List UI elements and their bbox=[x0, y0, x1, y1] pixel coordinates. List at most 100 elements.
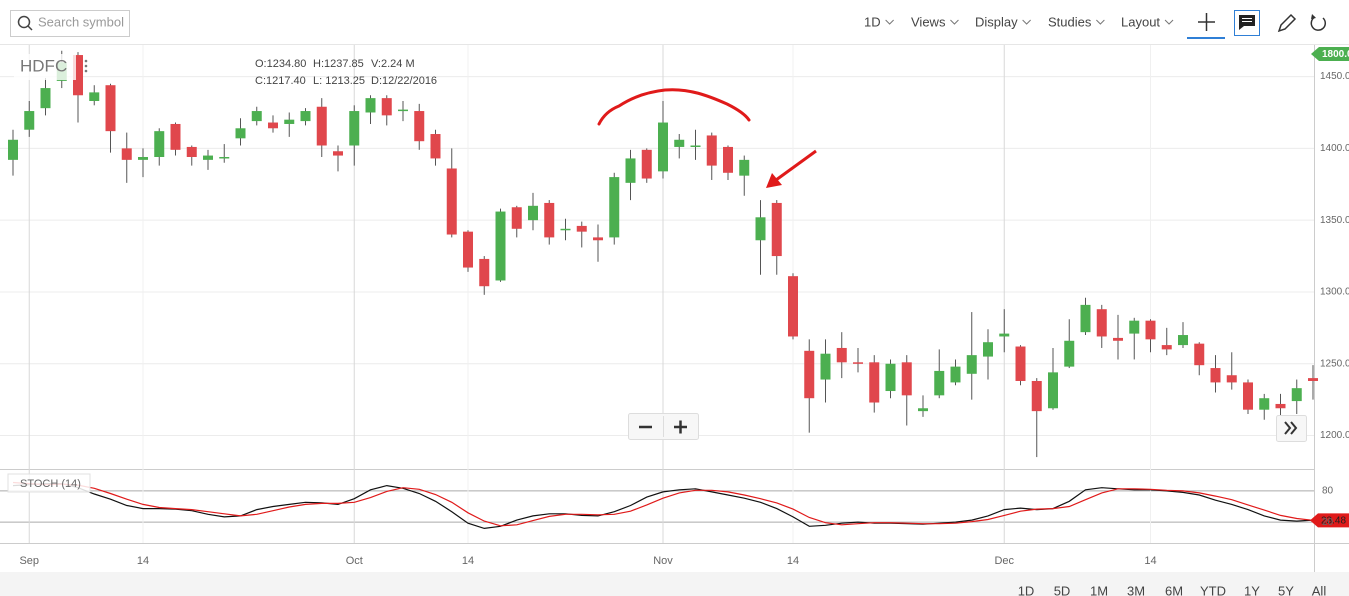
candle-body bbox=[901, 362, 912, 396]
stoch-line bbox=[12, 481, 1314, 527]
candle-body bbox=[1259, 398, 1270, 410]
candle-body bbox=[641, 149, 652, 179]
candle-body bbox=[121, 148, 132, 160]
range-button[interactable]: YTD bbox=[1200, 583, 1226, 596]
price-badge-label: 1800.0 bbox=[1322, 49, 1349, 60]
ohlc-value: H:1237.85 bbox=[313, 58, 364, 70]
search-icon bbox=[27, 25, 33, 31]
candle-body bbox=[755, 217, 766, 241]
x-tick-label: 14 bbox=[462, 555, 474, 567]
range-button[interactable]: 3M bbox=[1127, 583, 1145, 596]
candle-body bbox=[154, 131, 165, 157]
candle-body bbox=[479, 258, 490, 287]
menu-item[interactable]: Layout bbox=[1121, 14, 1160, 29]
candle-body bbox=[349, 111, 360, 146]
range-button[interactable]: All bbox=[1312, 583, 1327, 596]
draw-tool[interactable] bbox=[1277, 13, 1297, 33]
candle-body bbox=[674, 139, 685, 147]
candle-body bbox=[333, 151, 343, 156]
candle-body bbox=[511, 207, 522, 229]
x-tick-label: Nov bbox=[653, 555, 673, 567]
candle-body bbox=[40, 88, 51, 109]
y-tick-label: 1300.0 bbox=[1320, 287, 1349, 298]
menu-chevron bbox=[950, 19, 959, 25]
candle-body bbox=[251, 111, 262, 122]
range-bar bbox=[0, 572, 1349, 596]
candle-body bbox=[528, 205, 538, 221]
candle-body bbox=[105, 85, 116, 132]
candle-body bbox=[593, 237, 603, 241]
ohlc-value: L: 1213.25 bbox=[313, 75, 365, 87]
ohlc-info: O:1234.80 H:1237.85 V:2.24 M C:1217.40 L: 12… bbox=[255, 58, 437, 87]
symbol-name: HDFC bbox=[20, 56, 67, 75]
comment-tool[interactable] bbox=[1234, 10, 1260, 36]
candle-body bbox=[495, 211, 506, 281]
last-value-label: 23.48 bbox=[1321, 515, 1346, 526]
candle-body bbox=[1048, 372, 1058, 409]
range-button[interactable]: 5D bbox=[1054, 583, 1071, 596]
candle-body bbox=[219, 156, 230, 159]
candle-body bbox=[1096, 309, 1107, 337]
range-button[interactable]: 5Y bbox=[1278, 583, 1294, 596]
legend-menu[interactable] bbox=[84, 59, 88, 73]
candle-body bbox=[869, 362, 880, 403]
menu-item[interactable]: Display bbox=[975, 14, 1018, 29]
candle-body bbox=[73, 55, 83, 96]
candle-body bbox=[544, 202, 555, 238]
menu-item[interactable]: Studies bbox=[1048, 14, 1092, 29]
study-legend bbox=[7, 473, 91, 493]
range-button[interactable]: 1Y bbox=[1244, 583, 1260, 596]
menu-item[interactable]: Views bbox=[911, 14, 946, 29]
candle-body bbox=[885, 363, 896, 392]
candle-body bbox=[723, 146, 733, 173]
zoom-in[interactable] bbox=[674, 420, 687, 434]
candle-body bbox=[316, 106, 327, 146]
legend-bg bbox=[14, 54, 76, 80]
candle-body bbox=[576, 225, 587, 232]
range-button[interactable]: 1M bbox=[1090, 583, 1108, 596]
candle-body bbox=[1161, 345, 1172, 350]
candle-body bbox=[1129, 320, 1140, 334]
candle-body bbox=[788, 276, 798, 337]
candle-body bbox=[804, 350, 815, 399]
toolbar: Search symbol bbox=[10, 10, 1327, 39]
candle-body bbox=[381, 98, 392, 116]
candle-body bbox=[300, 111, 311, 122]
search-placeholder: Search symbol bbox=[38, 14, 124, 29]
candle-body bbox=[365, 98, 376, 113]
price-badge bbox=[1311, 47, 1349, 61]
search-box[interactable] bbox=[10, 10, 130, 37]
range-button[interactable]: 1D bbox=[1018, 583, 1035, 596]
crosshair-tool[interactable] bbox=[1198, 13, 1215, 31]
y-tick-label: 1350.0 bbox=[1320, 215, 1349, 226]
reset-tool[interactable] bbox=[1310, 16, 1327, 31]
scroll-latest[interactable] bbox=[1276, 415, 1307, 442]
candle-body bbox=[739, 159, 750, 176]
candle-body bbox=[1308, 378, 1318, 381]
candle-body bbox=[609, 177, 620, 238]
menu-item[interactable]: 1D bbox=[864, 14, 881, 29]
menu-chevron bbox=[1022, 19, 1031, 25]
candle-body bbox=[690, 145, 701, 148]
candle-body bbox=[706, 135, 717, 166]
x-tick-label: Oct bbox=[346, 555, 363, 567]
candle-body bbox=[203, 155, 213, 160]
candle-body bbox=[24, 111, 35, 130]
ohlc-value: V:2.24 M bbox=[371, 58, 415, 70]
candle-body bbox=[1226, 375, 1237, 383]
menu-chevron bbox=[1164, 19, 1174, 25]
candle-body bbox=[966, 355, 977, 374]
candle-body bbox=[414, 111, 425, 142]
candle-body bbox=[1080, 304, 1091, 333]
range-button[interactable]: 6M bbox=[1165, 583, 1183, 596]
reset-tool bbox=[1311, 14, 1316, 19]
candle-body bbox=[170, 123, 181, 150]
candle-body bbox=[1145, 320, 1156, 340]
candle-body bbox=[89, 92, 100, 101]
candle-body bbox=[1291, 388, 1302, 402]
candle-body bbox=[934, 370, 945, 396]
candle-body bbox=[138, 156, 148, 160]
candle-body bbox=[625, 158, 636, 183]
